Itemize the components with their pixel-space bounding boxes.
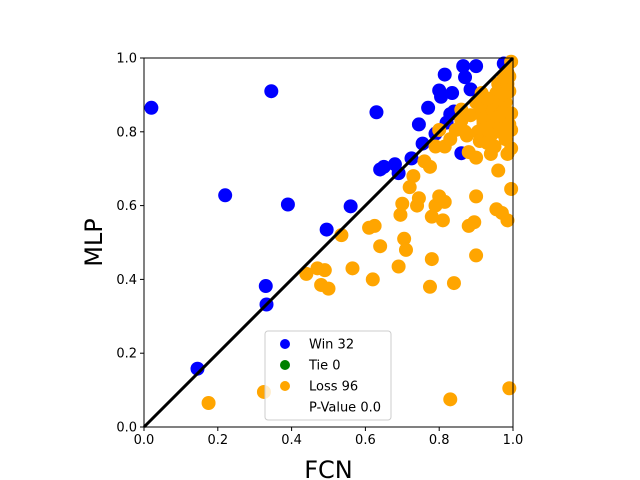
data-point [397,231,412,246]
data-point [264,84,279,99]
data-point [299,266,314,281]
data-point [424,252,439,267]
data-point [201,396,216,411]
data-point [406,169,421,184]
legend-marker [280,339,290,349]
x-tick-label: 0.8 [429,433,450,448]
data-point [422,159,437,174]
data-point [345,261,360,276]
data-point [458,70,473,85]
data-point [319,222,334,237]
data-point [317,263,332,278]
data-point [504,106,519,121]
y-tick-label: 1.0 [116,52,137,67]
data-point [456,59,471,74]
data-point [376,159,391,174]
x-axis-label: FCN [304,456,353,480]
data-point [321,281,336,296]
data-point [474,86,489,101]
data-point [487,139,502,154]
data-point [258,279,273,294]
data-point [443,392,458,407]
y-tick-label: 0.0 [116,421,137,436]
data-point [491,163,506,178]
data-point [469,189,484,204]
legend: Win 32 Tie 0 Loss 96 P-Value 0.0 [264,330,392,421]
data-point [218,188,233,203]
data-point [144,100,159,115]
data-point [343,199,358,214]
diagonal-layer [142,56,515,429]
legend-label: Loss 96 [309,380,358,395]
x-tick-label: 1.0 [503,433,524,448]
data-point [395,196,410,211]
diagonal-line [142,56,515,429]
data-point [498,132,513,147]
axes-frame [143,57,514,428]
legend-box [264,330,392,421]
data-point [421,100,436,115]
data-point [190,361,205,376]
data-point [463,82,478,97]
y-tick-label: 0.8 [116,125,137,140]
legend-label: P-Value 0.0 [309,401,381,416]
data-point [369,105,384,120]
data-point [434,89,449,104]
data-point [467,215,482,230]
data-point [398,242,413,257]
data-point [469,150,484,165]
y-tick-label: 0.6 [116,199,137,214]
legend-label: Win 32 [309,338,354,353]
data-point [445,86,460,101]
data-point [446,276,461,291]
legend-label: Tie 0 [308,359,341,374]
data-point [367,218,382,233]
data-point [373,239,388,254]
data-point [469,248,484,263]
x-tick-label: 0.2 [207,433,228,448]
x-tick-label: 0.0 [134,433,155,448]
data-point [502,117,517,132]
y-tick-label: 0.4 [116,273,137,288]
data-point [458,124,473,139]
x-axis-ticks: 0.0 0.2 0.4 0.6 0.8 1.0 [134,427,524,448]
y-axis-label: MLP [80,218,108,267]
data-point [391,259,406,274]
data-point [280,197,295,212]
data-point [500,213,515,228]
data-point [469,59,484,74]
data-point [502,69,517,84]
data-point [393,207,408,222]
data-point [491,110,506,125]
data-point [411,117,426,132]
legend-marker [280,381,290,391]
y-tick-label: 0.2 [116,347,137,362]
data-point [424,209,439,224]
data-point [502,381,517,396]
data-point [411,191,426,206]
data-point [365,272,380,287]
x-tick-label: 0.4 [281,433,302,448]
data-point [415,136,430,151]
x-tick-label: 0.6 [355,433,376,448]
data-point [402,180,417,195]
data-point [422,279,437,294]
data-point [437,67,452,82]
data-point [435,213,450,228]
data-point [504,182,519,196]
y-axis-ticks: 0.0 0.2 0.4 0.6 0.8 1.0 [116,52,144,436]
legend-marker [280,360,290,370]
data-point [437,194,452,209]
